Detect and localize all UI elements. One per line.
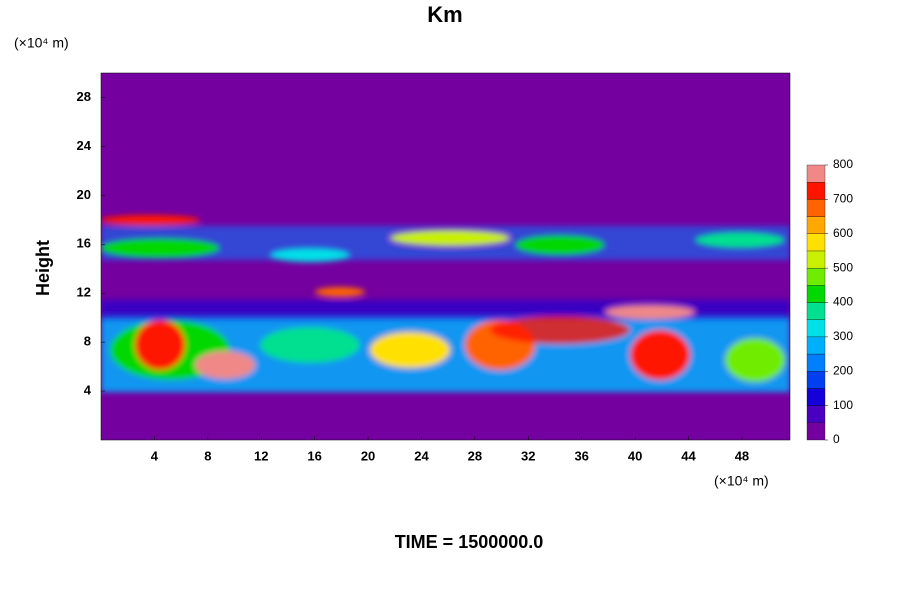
colorbar-swatch: [806, 216, 826, 234]
colorbar-swatch: [806, 319, 826, 338]
y-tick-label: 28: [77, 89, 91, 104]
x-tick-label: 16: [307, 448, 321, 463]
x-tick-label: 28: [468, 448, 482, 463]
plot-frame: [100, 72, 791, 441]
colorbar-swatch: [806, 302, 826, 320]
colorbar-swatch: [806, 285, 826, 303]
colorbar-swatch: [806, 233, 826, 252]
colorbar-tick-label: 400: [833, 295, 853, 309]
field-blob: [195, 351, 255, 379]
field-blob: [490, 316, 630, 344]
x-tick-label: 8: [204, 448, 211, 463]
colorbar-tick-label: 600: [833, 226, 853, 240]
y-unit: (×10⁴ m): [14, 35, 69, 51]
field-blob: [135, 320, 185, 370]
colorbar-swatch: [806, 388, 826, 406]
field-blob: [270, 248, 350, 262]
x-tick-label: 20: [361, 448, 375, 463]
colorbar-swatch: [806, 164, 826, 183]
field-blob: [315, 287, 365, 297]
field-blob: [260, 327, 360, 363]
field-blob: [605, 305, 695, 319]
field-blob: [630, 330, 690, 380]
colorbar-tick-label: 800: [833, 157, 853, 171]
field-blob: [390, 230, 510, 246]
colorbar-swatch: [806, 250, 826, 269]
colorbar-swatch: [806, 422, 826, 441]
x-tick-label: 12: [254, 448, 268, 463]
y-axis-label: Height: [33, 240, 53, 296]
colorbar-tick-label: 0: [833, 432, 840, 446]
field-blob: [101, 238, 220, 258]
colorbar-tick-label: 500: [833, 260, 853, 274]
colorbar-swatch: [806, 336, 826, 355]
x-tick-label: 4: [151, 448, 159, 463]
field-blob: [725, 338, 785, 382]
colorbar-tick-label: 100: [833, 398, 853, 412]
x-tick-label: 48: [735, 448, 749, 463]
y-tick-label: 24: [77, 138, 92, 153]
field-blob: [370, 332, 450, 368]
colorbar-swatch: [806, 267, 826, 286]
y-tick-label: 4: [84, 383, 92, 398]
x-unit: (×10⁴ m): [714, 473, 769, 489]
x-tick-label: 24: [414, 448, 429, 463]
y-tick-label: 8: [84, 334, 91, 349]
x-tick-label: 36: [574, 448, 588, 463]
y-tick-label: 12: [77, 285, 91, 300]
y-tick-label: 20: [77, 187, 91, 202]
field-blob: [695, 232, 785, 248]
x-tick-label: 32: [521, 448, 535, 463]
colorbar-swatch: [806, 199, 826, 217]
field-blob: [101, 215, 200, 225]
colorbar-swatch: [806, 405, 826, 423]
colorbar-tick-label: 700: [833, 192, 853, 206]
x-tick-label: 40: [628, 448, 642, 463]
contour-field: [101, 215, 790, 392]
field-blob: [515, 235, 605, 255]
colorbar-swatch: [806, 182, 826, 200]
chart-title: Km: [427, 2, 462, 27]
y-tick-label: 16: [77, 236, 91, 251]
colorbar-swatch: [806, 371, 826, 389]
colorbar-swatch: [806, 353, 826, 372]
x-tick-label: 44: [681, 448, 696, 463]
colorbar-tick-label: 200: [833, 363, 853, 377]
colorbar-tick-label: 300: [833, 329, 853, 343]
footer: TIME = 1500000.0: [395, 532, 544, 552]
